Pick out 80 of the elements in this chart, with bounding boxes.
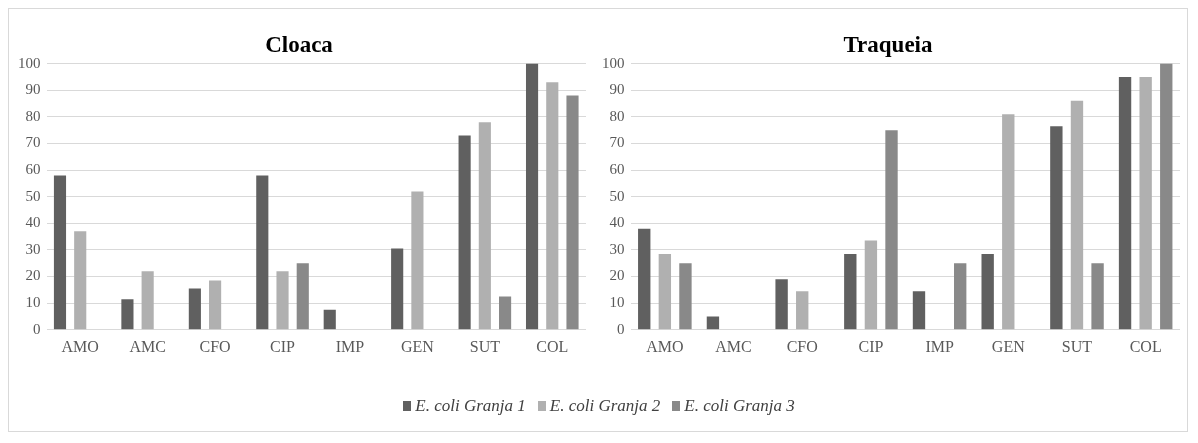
x-tick-label: GEN	[400, 337, 435, 355]
x-tick-label: IMP	[925, 337, 954, 355]
x-tick-label: CFO	[786, 337, 818, 355]
legend-label: E. coli Granja 2	[548, 396, 661, 416]
y-tick-label: 60	[25, 161, 41, 178]
bar	[525, 63, 539, 330]
bar	[121, 299, 134, 330]
bar	[912, 291, 926, 330]
bar	[256, 175, 269, 330]
y-tick-label: 40	[609, 214, 625, 231]
y-tick-label: 100	[602, 54, 625, 71]
x-tick-label: CIP	[858, 337, 884, 355]
y-tick-label: 50	[609, 187, 625, 204]
y-tick-label: 90	[25, 81, 41, 98]
x-tick-label: AMC	[715, 337, 752, 355]
y-tick-label: 100	[18, 54, 41, 71]
y-tick-label: 70	[25, 134, 41, 151]
x-tick-label: IMP	[335, 337, 365, 355]
bar	[141, 271, 154, 330]
legend-label: E. coli Granja 3	[683, 396, 795, 416]
bar	[53, 175, 67, 330]
y-tick-label: 0	[617, 320, 625, 337]
bar	[209, 280, 222, 330]
y-tick-label: 70	[609, 134, 625, 151]
bar	[458, 135, 471, 330]
bar	[1050, 126, 1063, 330]
bar	[188, 288, 201, 330]
bar	[706, 316, 720, 330]
y-tick-label: 0	[33, 320, 41, 337]
bar	[391, 248, 404, 330]
bar	[566, 95, 579, 330]
x-tick-label: COL	[1129, 337, 1162, 355]
bar	[411, 191, 424, 330]
bar	[1160, 63, 1173, 330]
bar	[679, 263, 692, 330]
x-tick-label: COL	[536, 337, 569, 355]
y-tick-label: 20	[25, 267, 41, 284]
bar	[1139, 76, 1152, 330]
bar	[954, 263, 967, 330]
bar	[658, 253, 672, 330]
bar	[296, 263, 309, 330]
y-tick-label: 80	[25, 107, 41, 124]
bar	[796, 291, 809, 330]
x-tick-label: AMO	[646, 337, 684, 355]
y-tick-label: 30	[25, 240, 41, 257]
bar	[775, 279, 788, 330]
bar	[885, 130, 898, 330]
bar	[276, 271, 289, 330]
x-tick-label: SUT	[1061, 337, 1093, 355]
bar	[499, 296, 512, 330]
chart-title: Traqueia	[843, 31, 934, 57]
bar	[1002, 114, 1015, 330]
bar	[478, 122, 491, 330]
y-tick-label: 80	[609, 107, 625, 124]
x-tick-label: AMO	[61, 337, 99, 355]
x-tick-label: GEN	[991, 337, 1026, 355]
bar	[323, 309, 336, 330]
y-tick-label: 50	[25, 187, 41, 204]
chart-title: Cloaca	[265, 31, 334, 57]
y-tick-label: 90	[609, 81, 625, 98]
bar	[981, 253, 994, 330]
legend-label: E. coli Granja 1	[414, 396, 526, 416]
x-tick-label: CFO	[199, 337, 231, 355]
bar	[74, 231, 87, 330]
y-tick-label: 10	[25, 294, 41, 311]
bar	[1118, 76, 1132, 330]
x-tick-label: SUT	[469, 337, 501, 355]
y-tick-label: 40	[25, 214, 41, 231]
y-tick-label: 10	[609, 294, 625, 311]
bar	[1070, 100, 1084, 330]
bar	[864, 240, 878, 330]
y-tick-label: 30	[609, 240, 625, 257]
x-tick-label: AMC	[129, 337, 166, 355]
bar	[546, 82, 559, 330]
bar	[638, 228, 651, 330]
x-tick-label: CIP	[270, 337, 296, 355]
y-tick-label: 60	[609, 161, 625, 178]
bar	[844, 253, 857, 330]
y-tick-label: 20	[609, 267, 625, 284]
bar	[1091, 263, 1104, 330]
